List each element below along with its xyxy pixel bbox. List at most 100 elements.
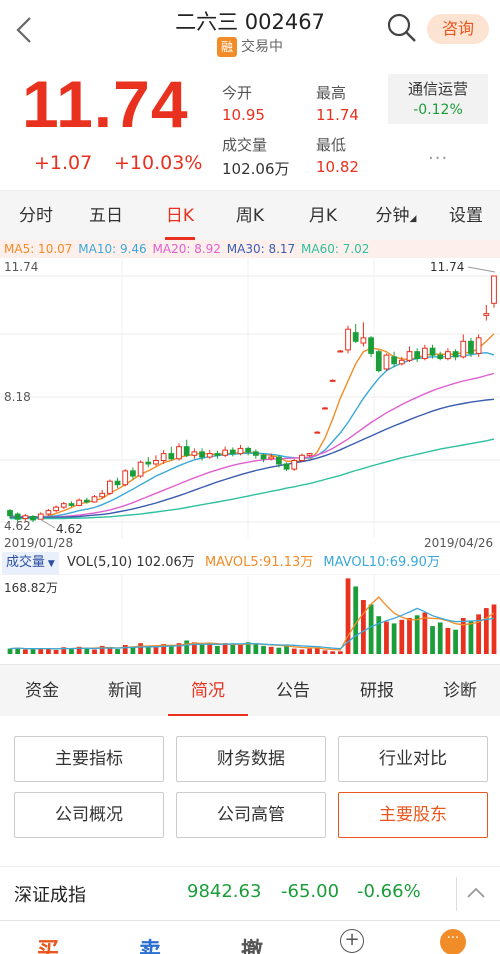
add-watchlist-icon[interactable]: + bbox=[340, 929, 364, 953]
expand-up-icon[interactable] bbox=[456, 877, 490, 911]
volume-bar bbox=[53, 649, 59, 654]
candle bbox=[452, 349, 459, 361]
candle bbox=[60, 501, 67, 509]
volume-bar bbox=[468, 620, 474, 654]
volume-bar bbox=[38, 648, 44, 654]
volume-bar bbox=[230, 644, 236, 654]
ma5-value: MA5: 10.07 bbox=[4, 242, 73, 256]
candle bbox=[460, 334, 467, 359]
volume-bar bbox=[30, 649, 36, 654]
tab-diagnosis[interactable]: 诊断 bbox=[443, 681, 477, 701]
candle bbox=[91, 495, 98, 503]
volume-indicator-menu[interactable]: 成交量 ▼ bbox=[2, 552, 59, 575]
profile-button-grid: 主要指标 财务数据 行业对比 公司概况 公司高管 主要股东 bbox=[0, 716, 500, 856]
candle bbox=[329, 379, 336, 382]
volume-max-label: 168.82万 bbox=[4, 581, 58, 595]
quote-panel: 11.74 +1.07 +10.03% 今开 10.95 最高 11.74 成交… bbox=[0, 62, 500, 190]
high-annotation-pointer bbox=[467, 266, 496, 273]
volume-bar bbox=[222, 643, 228, 654]
volume-bar bbox=[291, 648, 297, 654]
sector-card[interactable]: 通信运营 -0.12% bbox=[388, 74, 488, 124]
candle bbox=[322, 406, 328, 410]
candle bbox=[7, 508, 13, 519]
executives-button[interactable]: 公司高管 bbox=[176, 792, 326, 838]
volume-bar bbox=[361, 599, 366, 654]
buy-button[interactable]: 买 bbox=[36, 939, 59, 954]
volume-bar bbox=[430, 626, 435, 654]
volume-bar bbox=[61, 647, 67, 654]
tab-research[interactable]: 研报 bbox=[360, 681, 394, 701]
page-title: 二六三 002467 bbox=[175, 10, 325, 34]
sell-button[interactable]: 卖 bbox=[138, 939, 161, 954]
volume-bar bbox=[99, 645, 105, 654]
mavol10-line bbox=[9, 607, 495, 650]
tab-daily-k[interactable]: 日K bbox=[165, 206, 195, 226]
financial-data-button[interactable]: 财务数据 bbox=[176, 736, 326, 782]
volume-bar bbox=[445, 627, 451, 654]
volume-bar bbox=[207, 644, 213, 654]
period-tabs: 分时 五日 日K 周K 月K 分钟◢ 设置 bbox=[0, 190, 500, 240]
y-axis-mid-label: 8.18 bbox=[4, 390, 31, 404]
candle bbox=[114, 477, 121, 489]
mavol10-value: MAVOL10:69.90万 bbox=[323, 555, 440, 570]
candlestick-chart[interactable]: 11.74 8.18 4.62 11.74 4.62 2019/01/28 20… bbox=[0, 258, 500, 552]
more-menu-icon[interactable]: ··· bbox=[440, 929, 466, 954]
tab-profile[interactable]: 简况 bbox=[191, 681, 225, 701]
candle bbox=[206, 450, 213, 459]
candle bbox=[383, 353, 390, 371]
candle bbox=[299, 453, 305, 463]
ma-line-ma30 bbox=[10, 398, 495, 519]
volume-bar bbox=[153, 647, 159, 654]
tab-weekly-k[interactable]: 周K bbox=[235, 206, 265, 226]
volume-bar bbox=[307, 648, 313, 654]
header: 二六三 002467 融交易中 咨询 bbox=[0, 0, 500, 62]
candle bbox=[368, 336, 374, 357]
major-shareholders-button[interactable]: 主要股东 bbox=[338, 792, 488, 838]
company-overview-button[interactable]: 公司概况 bbox=[14, 792, 164, 838]
tab-minute[interactable]: 分钟◢ bbox=[366, 191, 426, 241]
high-annotation: 11.74 bbox=[430, 260, 464, 274]
candle bbox=[130, 467, 136, 480]
tab-announcements[interactable]: 公告 bbox=[276, 681, 310, 701]
tab-funds[interactable]: 资金 bbox=[25, 681, 59, 701]
volume-bar bbox=[261, 645, 266, 654]
candle bbox=[306, 452, 313, 458]
volume-bar bbox=[15, 647, 21, 654]
index-ticker-bar[interactable]: 深证成指 9842.63 -65.00 -0.66% bbox=[0, 866, 500, 920]
candle bbox=[137, 460, 144, 478]
candle bbox=[360, 322, 367, 347]
volume-value: 102.06万 bbox=[222, 160, 290, 178]
tab-five-day[interactable]: 五日 bbox=[89, 206, 123, 226]
vol-value: VOL(5,10) 102.06万 bbox=[66, 555, 195, 570]
industry-compare-button[interactable]: 行业对比 bbox=[338, 736, 488, 782]
margin-badge: 融 bbox=[217, 37, 237, 57]
tab-monthly-k[interactable]: 月K bbox=[308, 206, 338, 226]
ma-line-ma60 bbox=[10, 438, 495, 520]
cancel-order-button[interactable]: 撤 bbox=[240, 939, 263, 954]
volume-bar bbox=[168, 645, 174, 654]
volume-bar bbox=[161, 644, 167, 654]
ma30-value: MA30: 8.17 bbox=[226, 242, 296, 256]
volume-bar bbox=[145, 645, 151, 654]
index-value: 9842.63 bbox=[187, 881, 262, 902]
candle bbox=[252, 449, 259, 459]
volume-bar bbox=[453, 629, 458, 654]
tab-intraday[interactable]: 分时 bbox=[19, 206, 53, 226]
volume-bar bbox=[376, 616, 382, 654]
dropdown-icon: ◢ bbox=[409, 214, 417, 224]
volume-bar bbox=[391, 623, 397, 654]
tab-settings[interactable]: 设置 bbox=[449, 206, 483, 226]
key-indicators-button[interactable]: 主要指标 bbox=[14, 736, 164, 782]
search-icon[interactable] bbox=[386, 12, 418, 44]
candle bbox=[291, 458, 298, 471]
volume-bar bbox=[384, 621, 389, 654]
volume-chart[interactable]: 168.82万 bbox=[0, 574, 500, 656]
tab-news[interactable]: 新闻 bbox=[108, 681, 142, 701]
volume-bar bbox=[76, 646, 82, 654]
volume-bar bbox=[337, 651, 343, 654]
more-icon[interactable]: ··· bbox=[428, 148, 449, 169]
consult-button[interactable]: 咨询 bbox=[427, 14, 489, 44]
volume-bar bbox=[491, 604, 497, 654]
volume-bar bbox=[437, 622, 443, 654]
back-icon[interactable] bbox=[10, 12, 40, 48]
